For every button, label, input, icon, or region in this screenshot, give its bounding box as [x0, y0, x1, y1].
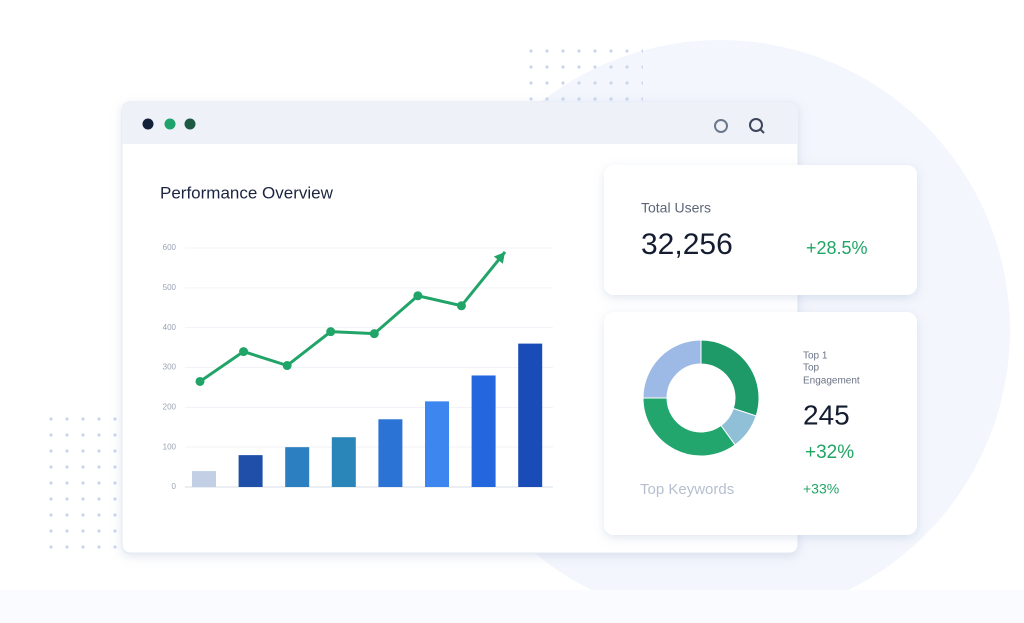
card-value: 32,256: [641, 228, 733, 261]
card-change: +32%: [805, 442, 854, 463]
bar: [285, 447, 310, 487]
card: [604, 165, 917, 535]
line-point: [413, 291, 423, 301]
y-tick-label: 300: [163, 363, 177, 372]
line-point: [195, 376, 205, 386]
window-dot[interactable]: [164, 118, 176, 130]
card-footer-change: +33%: [803, 481, 839, 497]
line-point: [369, 329, 379, 339]
card-label: Top: [803, 363, 820, 374]
dot-grid: [38, 414, 138, 554]
y-tick-label: 0: [172, 482, 177, 491]
bar: [331, 437, 356, 487]
window-dot[interactable]: [184, 118, 196, 130]
search-icon[interactable]: [759, 128, 765, 134]
card-label: Engagement: [803, 376, 860, 387]
card-change: +28.5%: [806, 238, 868, 258]
card-value: 245: [803, 399, 850, 430]
title-bar: [122, 102, 798, 144]
floor: [0, 590, 1024, 623]
dot-grid: [518, 44, 643, 104]
y-tick-label: 100: [163, 442, 177, 451]
card-footer: Top Keywords: [640, 481, 734, 498]
icon[interactable]: [714, 119, 728, 133]
chart-title: Performance Overview: [160, 183, 334, 202]
card-label: Top 1: [803, 351, 828, 362]
window-dot[interactable]: [142, 118, 154, 130]
line: [199, 251, 507, 383]
bar: [471, 375, 496, 487]
y-tick-label: 200: [163, 402, 177, 411]
line-point: [326, 327, 336, 337]
bar: [192, 471, 216, 487]
donut-segment: [642, 339, 702, 399]
y-tick-label: 500: [163, 283, 177, 292]
bar: [378, 419, 403, 487]
bar: [425, 401, 449, 487]
bar: [518, 343, 543, 487]
card-label: Total Users: [641, 200, 711, 216]
y-tick-label: 400: [163, 323, 177, 332]
line-point: [282, 361, 292, 371]
line-point: [239, 347, 249, 357]
line-point: [456, 301, 466, 311]
bar: [238, 455, 263, 487]
search-icon[interactable]: [749, 118, 763, 132]
arrow-head: [493, 251, 505, 264]
donut-segment: [642, 397, 736, 457]
y-tick-label: 600: [163, 243, 177, 252]
